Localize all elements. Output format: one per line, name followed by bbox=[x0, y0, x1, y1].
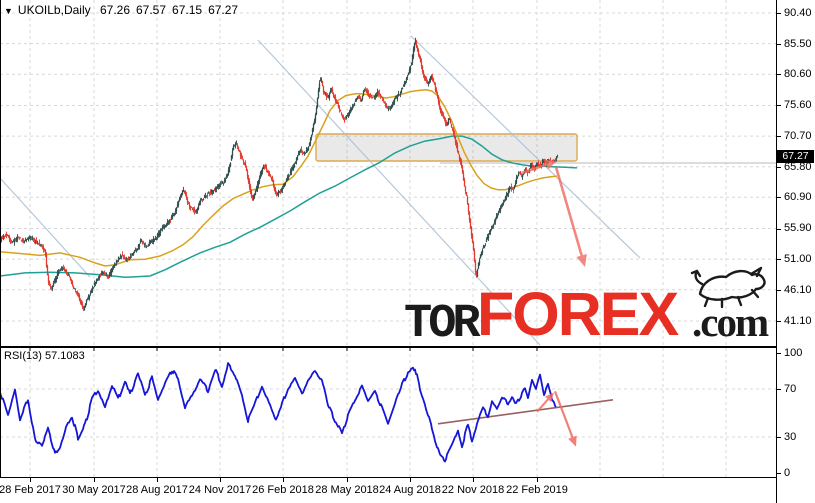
axis-tick bbox=[777, 259, 781, 260]
ohlc-open: 67.26 bbox=[99, 3, 130, 17]
axis-tick bbox=[777, 353, 781, 354]
date-label: 28 May 2018 bbox=[315, 484, 379, 496]
date-tick bbox=[283, 478, 284, 482]
date-tick bbox=[347, 478, 348, 482]
channel-upper bbox=[410, 35, 641, 259]
price-axis-label: 85.50 bbox=[784, 38, 812, 50]
rsi-value: 57.1083 bbox=[44, 350, 85, 362]
date-tick bbox=[473, 478, 474, 482]
rsi-bottom-border bbox=[0, 477, 777, 478]
price-axis-label: 80.60 bbox=[784, 68, 812, 80]
axis-tick bbox=[777, 74, 781, 75]
rsi-name: RSI(13) bbox=[4, 350, 42, 362]
axis-tick bbox=[777, 389, 781, 390]
date-label: 24 Aug 2018 bbox=[379, 484, 441, 496]
axis-tick bbox=[777, 13, 781, 14]
rsi-chart-canvas[interactable] bbox=[0, 348, 776, 477]
channel-lower bbox=[257, 39, 541, 346]
ohlc-low: 67.15 bbox=[172, 3, 203, 17]
price-axis-label: 41.10 bbox=[784, 315, 812, 327]
pane-divider[interactable] bbox=[0, 346, 777, 348]
rsi-axis-label: 100 bbox=[784, 347, 803, 359]
chart-title-bar: ▼ UKOILb,Daily 67.26 67.57 67.15 67.27 bbox=[4, 3, 244, 17]
date-label: 22 Nov 2018 bbox=[441, 484, 505, 496]
svg-text:FOREX: FOREX bbox=[477, 280, 679, 346]
date-label: 28 Aug 2017 bbox=[126, 484, 188, 496]
axis-tick bbox=[777, 290, 781, 291]
axis-tick bbox=[777, 197, 781, 198]
axis-tick bbox=[777, 437, 781, 438]
axis-tick bbox=[777, 136, 781, 137]
price-axis-label: 90.40 bbox=[784, 7, 812, 19]
date-label: 26 Feb 2018 bbox=[252, 484, 314, 496]
trendline-left bbox=[0, 177, 91, 278]
price-axis[interactable]: 90.40 85.50 80.60 75.60 70.70 65.80 60.9… bbox=[777, 0, 815, 503]
rsi-axis-label: 70 bbox=[784, 383, 797, 395]
price-axis-label: 70.70 bbox=[784, 130, 812, 142]
rsi-trendline bbox=[437, 399, 614, 425]
rsi-axis-label: 0 bbox=[784, 467, 791, 479]
date-label: 30 May 2017 bbox=[62, 484, 126, 496]
current-price-tag: 67.27 bbox=[777, 150, 814, 163]
date-tick bbox=[220, 478, 221, 482]
ohlc-high: 67.57 bbox=[136, 3, 167, 17]
time-axis[interactable]: 28 Feb 2017 30 May 2017 28 Aug 2017 24 N… bbox=[0, 478, 815, 503]
price-axis-label: 60.90 bbox=[784, 191, 812, 203]
date-tick bbox=[157, 478, 158, 482]
axis-tick bbox=[777, 229, 781, 230]
price-axis-border bbox=[776, 0, 777, 503]
axis-tick bbox=[777, 44, 781, 45]
price-axis-label: 65.80 bbox=[784, 161, 812, 173]
date-label: 22 Feb 2019 bbox=[506, 484, 568, 496]
ohlc-close: 67.27 bbox=[208, 3, 239, 17]
symbol-dropdown-icon[interactable]: ▼ bbox=[4, 6, 13, 16]
rsi-axis-label: 30 bbox=[784, 431, 797, 443]
axis-tick bbox=[777, 167, 781, 168]
date-label: 24 Nov 2017 bbox=[188, 484, 252, 496]
axis-tick bbox=[777, 321, 781, 322]
price-chart-canvas[interactable]: TOR FOREX .com bbox=[0, 0, 776, 346]
date-tick bbox=[94, 478, 95, 482]
date-tick bbox=[30, 478, 31, 482]
bull-logo-icon bbox=[690, 266, 766, 309]
price-axis-label: 51.00 bbox=[784, 253, 812, 265]
date-tick bbox=[537, 478, 538, 482]
rsi-indicator-label: RSI(13) 57.1083 bbox=[4, 350, 85, 362]
symbol-label: UKOILb,Daily bbox=[17, 3, 91, 17]
date-tick bbox=[410, 478, 411, 482]
price-axis-label: 46.10 bbox=[784, 284, 812, 296]
date-label: 28 Feb 2017 bbox=[0, 484, 61, 496]
price-axis-label: 55.90 bbox=[784, 222, 812, 234]
svg-text:TOR: TOR bbox=[404, 298, 481, 346]
axis-tick bbox=[777, 473, 781, 474]
svg-text:.com: .com bbox=[692, 299, 769, 345]
watermark-logo: TOR FOREX .com bbox=[404, 266, 771, 346]
price-axis-label: 75.60 bbox=[784, 99, 812, 111]
axis-tick bbox=[777, 105, 781, 106]
